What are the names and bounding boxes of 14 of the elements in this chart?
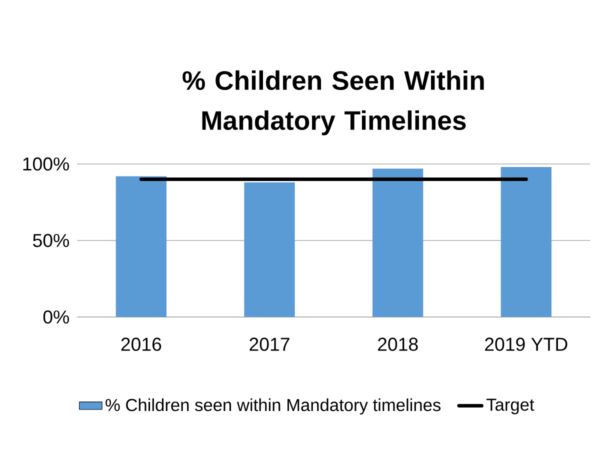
x-tick-label: 2019 YTD <box>485 338 568 351</box>
x-tick-label: 2018 <box>378 338 418 351</box>
bar <box>116 176 167 317</box>
y-tick-label: 100% <box>23 157 69 171</box>
bar <box>500 167 552 317</box>
x-tick-label: 2017 <box>250 338 290 351</box>
x-tick-label: 2016 <box>121 338 162 351</box>
bar <box>372 168 424 317</box>
y-tick-label: 0% <box>43 310 69 324</box>
chart-title: % Children Seen Within Mandatory Timelines <box>182 70 484 136</box>
legend-label: % Children seen within Mandatory timelines <box>106 398 441 415</box>
y-tick-label: 50% <box>33 234 69 248</box>
bar <box>244 182 295 317</box>
legend-label: Target <box>486 398 534 414</box>
